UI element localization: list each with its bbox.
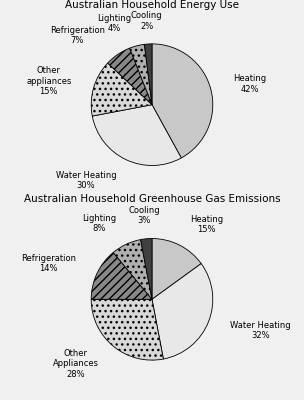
- Text: Other
Appliances
28%: Other Appliances 28%: [53, 349, 98, 379]
- Text: Water Heating
30%: Water Heating 30%: [56, 171, 116, 190]
- Text: Refrigeration
14%: Refrigeration 14%: [21, 254, 76, 273]
- Wedge shape: [152, 264, 213, 359]
- Wedge shape: [152, 238, 201, 299]
- Wedge shape: [108, 48, 152, 105]
- Wedge shape: [144, 44, 152, 105]
- Wedge shape: [152, 44, 213, 158]
- Text: Lighting
8%: Lighting 8%: [82, 214, 116, 233]
- Wedge shape: [91, 299, 163, 360]
- Wedge shape: [130, 44, 152, 105]
- Wedge shape: [92, 105, 181, 166]
- Text: Heating
15%: Heating 15%: [190, 215, 223, 234]
- Text: Refrigeration
7%: Refrigeration 7%: [50, 26, 105, 45]
- Wedge shape: [113, 240, 152, 299]
- Wedge shape: [141, 238, 152, 299]
- Wedge shape: [91, 63, 152, 116]
- Wedge shape: [91, 252, 152, 299]
- Text: Heating
42%: Heating 42%: [233, 74, 266, 94]
- Text: Water Heating
32%: Water Heating 32%: [230, 320, 291, 340]
- Title: Australian Household Energy Use: Australian Household Energy Use: [65, 0, 239, 10]
- Text: Lighting
4%: Lighting 4%: [97, 14, 131, 33]
- Text: Other
appliances
15%: Other appliances 15%: [26, 66, 71, 96]
- Text: Cooling
2%: Cooling 2%: [131, 11, 163, 31]
- Text: Cooling
3%: Cooling 3%: [128, 206, 160, 226]
- Title: Australian Household Greenhouse Gas Emissions: Australian Household Greenhouse Gas Emis…: [24, 194, 280, 204]
